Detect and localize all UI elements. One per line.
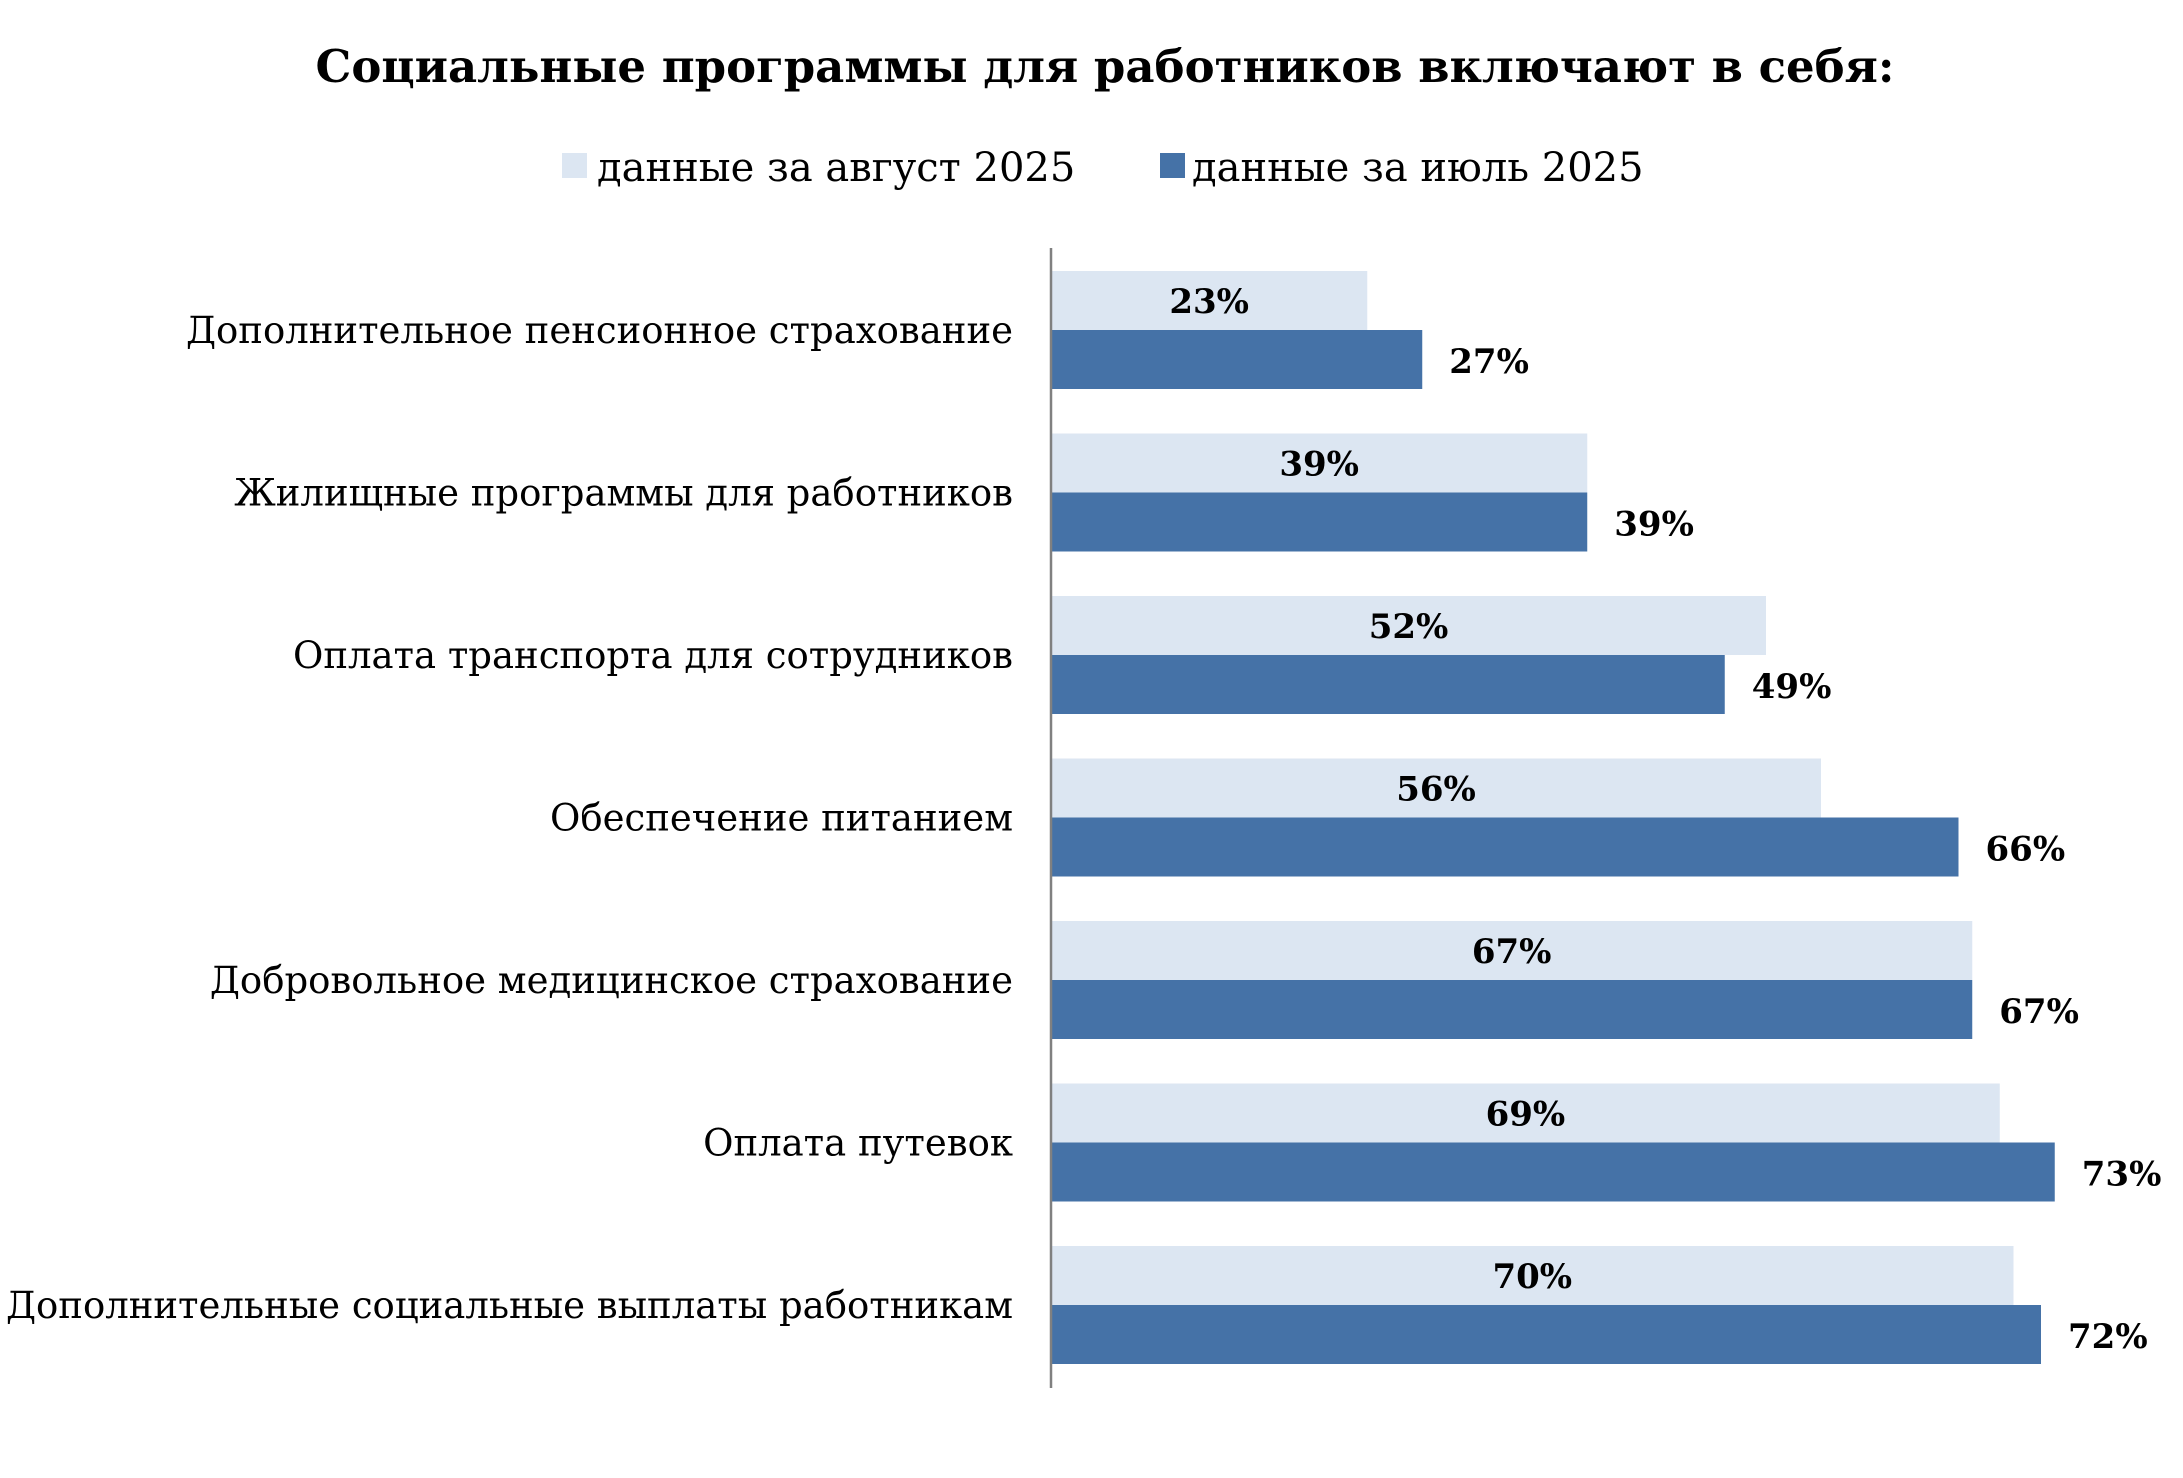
bar-august [1051,758,1821,818]
value-label-july: 49% [1752,667,1832,707]
value-label-august: 52% [1369,607,1449,647]
category-label: Оплата путевок [703,1122,1013,1165]
bar-july [1051,330,1423,389]
bar-july [1051,655,1725,714]
bar-august [1051,921,1973,980]
bar-july [1051,492,1588,552]
value-label-august: 69% [1486,1095,1566,1135]
category-label: Обеспечение питанием [550,797,1013,840]
bar-august [1051,1246,2014,1305]
category-label: Дополнительное пенсионное страхование [186,309,1013,352]
bars [1051,271,2055,1364]
value-label-august: 23% [1169,282,1249,322]
legend: данные за август 2025 данные за июль 202… [562,145,1644,191]
value-label-july: 39% [1614,505,1694,545]
value-labels: 23% 27% 39% 39% 52% 49% 56% 66% 67% 67% 69% 73% 70% 7… [1169,282,2161,1357]
category-label: Добровольное медицинское страхование [210,959,1013,1002]
bar-august [1051,271,1368,330]
legend-swatch-july [1160,153,1185,178]
chart-title: Социальные программы для работников вклю… [316,40,1895,93]
bar-august [1051,433,1588,493]
bar-july [1051,980,1973,1039]
legend-swatch-august [562,153,587,178]
category-label: Дополнительные социальные выплаты работн… [6,1284,1013,1327]
value-label-august: 67% [1472,932,1552,972]
value-label-august: 70% [1492,1257,1572,1297]
bar-august [1051,1083,2000,1143]
value-label-july: 67% [1999,992,2079,1032]
legend-label-july: данные за июль 2025 [1192,145,1644,191]
bar-july [1051,1142,2055,1202]
legend-label-august: данные за август 2025 [597,145,1075,191]
value-label-august: 39% [1279,445,1359,485]
bar-july [1051,1305,2041,1364]
value-label-august: 56% [1396,770,1476,810]
category-labels: Дополнительное пенсионное страхование Жил… [6,309,1013,1327]
value-label-july: 73% [2082,1155,2162,1195]
bar-july [1051,817,1959,877]
category-label: Оплата транспорта для сотрудников [293,634,1013,677]
bar-august [1051,596,1766,655]
value-label-july: 72% [2068,1317,2148,1357]
value-label-july: 27% [1449,342,1529,382]
value-label-july: 66% [1986,830,2066,870]
category-label: Жилищные программы для работников [234,472,1013,515]
